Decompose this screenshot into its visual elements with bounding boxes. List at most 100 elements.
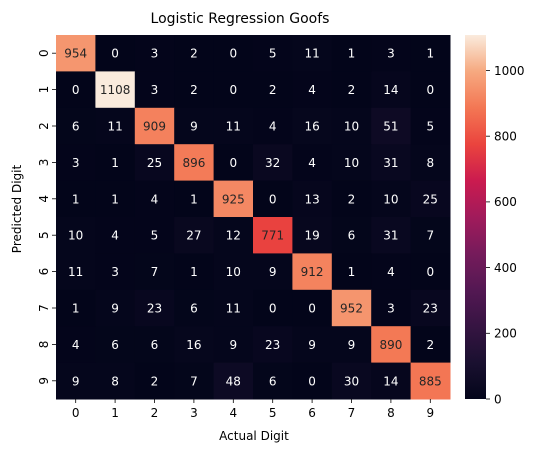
- cell-value-label: 6: [72, 120, 80, 134]
- heatmap-cell: [213, 217, 254, 254]
- heatmap-cell: [292, 180, 333, 218]
- colorbar-tick-label: 400: [494, 261, 517, 275]
- heatmap-cell: [371, 180, 412, 218]
- heatmap-cell: [410, 71, 451, 109]
- y-tick-label: 9: [37, 377, 51, 385]
- heatmap-cell: [213, 107, 254, 145]
- cell-value-label: 4: [387, 265, 395, 279]
- heatmap-cell: [292, 144, 333, 182]
- heatmap-cell: [331, 217, 372, 254]
- cell-value-label: 4: [111, 229, 119, 243]
- cell-value-label: 14: [383, 374, 398, 388]
- heatmap-cell: [56, 289, 96, 327]
- heatmap-cell: [253, 144, 293, 182]
- heatmap-cell: [410, 362, 451, 400]
- heatmap-cell: [213, 180, 254, 218]
- cell-value-label: 7: [190, 374, 198, 388]
- heatmap-cell: [134, 253, 175, 291]
- y-tick-label: 3: [37, 159, 51, 167]
- heatmap-cell: [253, 362, 293, 400]
- colorbar-ticks: 0 200 400 600 800 1000: [486, 64, 525, 406]
- heatmap-cell: [292, 253, 333, 291]
- cell-value-label: 954: [64, 47, 87, 61]
- cell-value-label: 3: [387, 47, 395, 61]
- heatmap-cell: [134, 326, 175, 364]
- cell-value-label: 23: [147, 302, 162, 316]
- heatmap-cell: [292, 289, 333, 327]
- cell-value-label: 10: [68, 229, 83, 243]
- heatmap-cell: [292, 71, 333, 109]
- heatmap-cell: [56, 217, 96, 254]
- cell-value-label: 25: [147, 156, 162, 170]
- cell-value-label: 0: [269, 192, 277, 206]
- cell-value-label: 31: [383, 229, 398, 243]
- cell-value-label: 912: [301, 265, 324, 279]
- cell-value-label: 0: [111, 47, 119, 61]
- cell-value-label: 9: [348, 338, 356, 352]
- heatmap-cell: [253, 289, 293, 327]
- heatmap-cell: [95, 180, 136, 218]
- cell-value-label: 0: [229, 47, 237, 61]
- cell-value-label: 14: [383, 83, 398, 97]
- heatmap-cell: [174, 253, 215, 291]
- cell-value-label: 0: [308, 374, 316, 388]
- y-tick-label: 2: [37, 122, 51, 130]
- cell-value-label: 0: [269, 302, 277, 316]
- cell-value-label: 0: [308, 302, 316, 316]
- heatmap-cell: [134, 35, 175, 72]
- heatmap-cell: [56, 71, 96, 109]
- cell-value-label: 16: [186, 338, 201, 352]
- heatmap-cell: [134, 217, 175, 254]
- heatmap-cell: [331, 144, 372, 182]
- heatmap-cell: [56, 144, 96, 182]
- y-tick-label: 8: [37, 341, 51, 349]
- cell-value-label: 890: [379, 338, 402, 352]
- cell-value-label: 6: [348, 229, 356, 243]
- cell-value-label: 4: [72, 338, 80, 352]
- heatmap-cell: [410, 180, 451, 218]
- colorbar-tick-label: 600: [494, 195, 517, 209]
- x-tick-label: 0: [72, 406, 80, 420]
- x-axis-label: Actual Digit: [219, 429, 289, 443]
- cell-value-label: 3: [151, 47, 159, 61]
- heatmap-cell: [253, 71, 293, 109]
- y-tick-label: 7: [37, 304, 51, 312]
- heatmap-cell: [134, 144, 175, 182]
- heatmap-cell: [253, 180, 293, 218]
- cell-value-label: 7: [151, 265, 159, 279]
- cell-value-label: 2: [348, 192, 356, 206]
- heatmap-cell: [371, 217, 412, 254]
- cell-value-label: 9: [308, 338, 316, 352]
- cell-value-label: 6: [190, 302, 198, 316]
- heatmap-cell: [371, 362, 412, 400]
- heatmap-cell: [174, 180, 215, 218]
- cell-value-label: 23: [265, 338, 280, 352]
- heatmap-cell: [95, 107, 136, 145]
- x-tick-label: 9: [426, 406, 434, 420]
- cell-value-label: 12: [226, 229, 241, 243]
- cell-value-label: 3: [151, 83, 159, 97]
- x-tick-label: 1: [111, 406, 119, 420]
- heatmap-cell: [331, 326, 372, 364]
- cell-value-label: 2: [426, 338, 434, 352]
- heatmap-cell: [292, 326, 333, 364]
- x-axis-ticks: 0 1 2 3 4 5 6 7 8 9: [72, 399, 434, 420]
- cell-value-label: 31: [383, 156, 398, 170]
- heatmap-cell: [410, 289, 451, 327]
- heatmap-cell: [95, 217, 136, 254]
- cell-value-label: 6: [151, 338, 159, 352]
- cell-value-label: 1: [348, 47, 356, 61]
- heatmap-cell: [253, 217, 293, 254]
- heatmap-cell: [371, 144, 412, 182]
- cell-value-label: 11: [107, 120, 122, 134]
- heatmap-cell: [95, 35, 136, 72]
- heatmap-cell: [95, 289, 136, 327]
- x-tick-label: 5: [269, 406, 277, 420]
- heatmap-cells: [56, 35, 451, 400]
- heatmap-cell: [292, 217, 333, 254]
- heatmap-cell: [331, 253, 372, 291]
- cell-value-label: 11: [226, 302, 241, 316]
- heatmap-cell: [371, 326, 412, 364]
- cell-value-label: 5: [426, 120, 434, 134]
- heatmap-cell: [174, 289, 215, 327]
